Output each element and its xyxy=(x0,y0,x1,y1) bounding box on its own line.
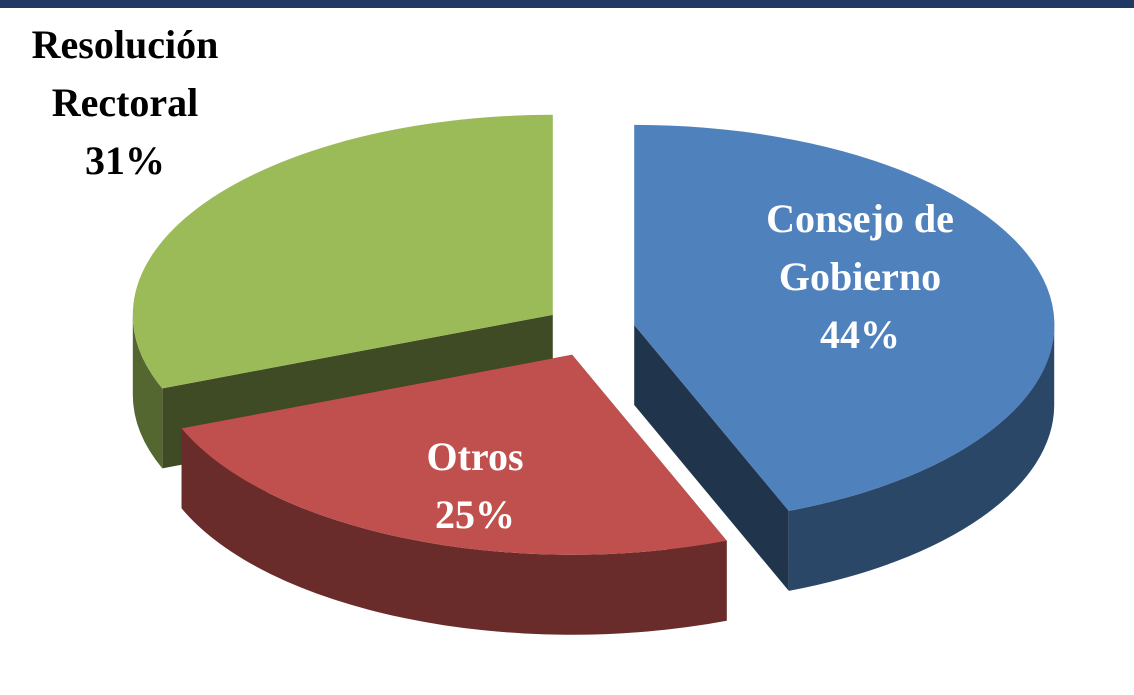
pie-slice xyxy=(132,114,553,389)
pie-slice xyxy=(181,354,727,555)
category-label: Otros xyxy=(426,434,524,479)
slice-label: Consejo de Gobierno 44% xyxy=(735,190,985,364)
slice-side xyxy=(132,314,163,469)
top-bar xyxy=(0,0,1134,8)
category-label: Consejo de Gobierno xyxy=(766,196,954,299)
value-label: 44% xyxy=(820,312,900,357)
slice-label: Resolución Rectoral 31% xyxy=(0,16,250,190)
value-label: 31% xyxy=(85,138,165,183)
slice-cut-face xyxy=(634,324,789,591)
slice-side xyxy=(788,324,1055,591)
value-label: 25% xyxy=(435,492,515,537)
pie-slice xyxy=(634,124,1055,511)
category-label: Resolución Rectoral xyxy=(31,22,219,125)
slice-label: Otros 25% xyxy=(375,428,575,544)
slice-side xyxy=(181,428,727,635)
